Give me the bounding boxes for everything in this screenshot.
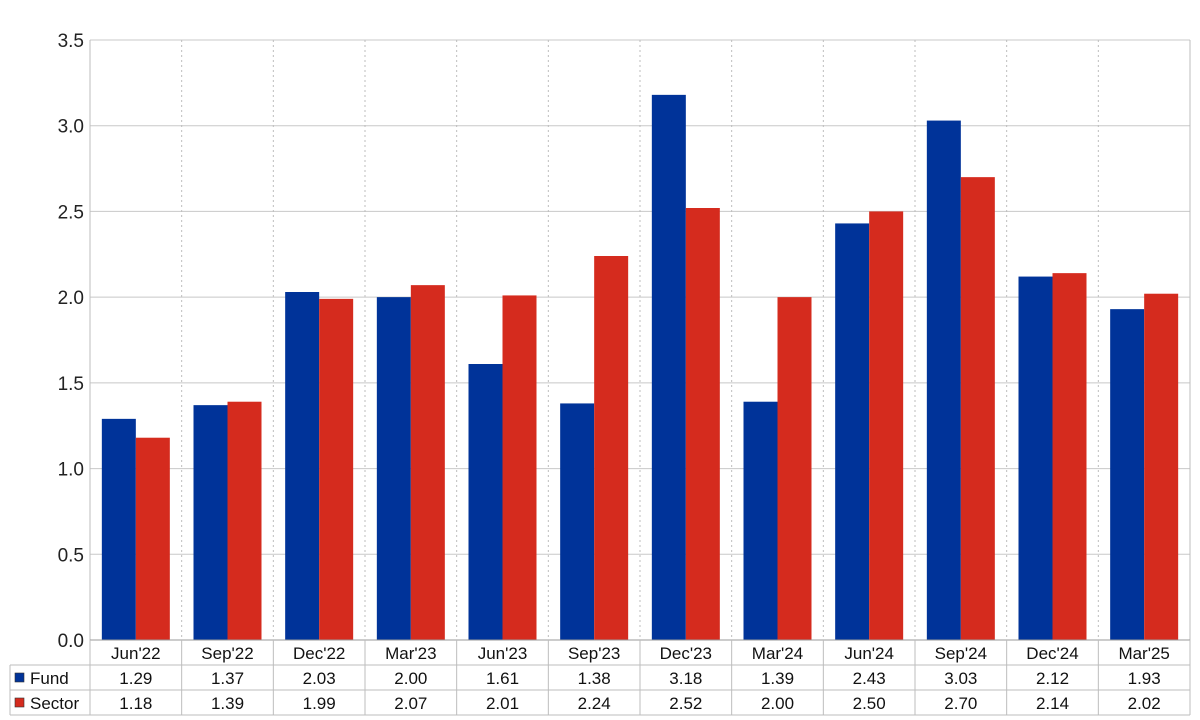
x-tick-label: Mar'23 [385,644,436,663]
bar-fund [743,401,778,640]
y-tick-label: 1.0 [58,460,84,481]
legend-swatch-fund [14,672,25,683]
bar-fund [835,223,870,640]
bar-fund [1018,276,1053,640]
x-tick-label: Jun'23 [478,644,528,663]
data-label-fund: 3.18 [669,669,702,688]
bar-sector [135,437,170,640]
bar-sector [685,208,720,640]
y-tick-label: 0.0 [58,631,84,652]
data-label-fund: 2.03 [303,669,336,688]
y-tick-label: 3.0 [58,117,84,138]
data-label-fund: 1.37 [211,669,244,688]
data-label-sector: 2.07 [394,694,427,713]
x-tick-label: Mar'24 [752,644,803,663]
bar-fund [376,297,411,640]
bar-fund [193,405,228,640]
data-label-fund: 1.38 [578,669,611,688]
y-tick-label: 3.5 [58,31,84,52]
legend-label-fund: Fund [30,669,69,688]
data-label-fund: 1.93 [1128,669,1161,688]
x-tick-label: Sep'22 [201,644,253,663]
data-label-fund: 2.43 [853,669,886,688]
y-tick-label: 2.0 [58,288,84,309]
data-label-fund: 1.61 [486,669,519,688]
bar-sector [777,297,812,640]
x-tick-label: Sep'23 [568,644,620,663]
bar-sector [1144,293,1179,640]
data-label-sector: 2.00 [761,694,794,713]
y-tick-label: 2.5 [58,202,84,223]
bar-sector [410,285,445,640]
data-label-sector: 1.99 [303,694,336,713]
bar-fund [926,120,961,641]
data-label-fund: 1.29 [119,669,152,688]
y-tick-label: 0.5 [58,545,84,566]
data-label-sector: 2.52 [669,694,702,713]
y-tick-label: 1.5 [58,374,84,395]
bar-fund [101,418,136,640]
data-label-fund: 2.00 [394,669,427,688]
x-tick-label: Jun'24 [844,644,894,663]
data-label-fund: 1.39 [761,669,794,688]
legend-swatch-sector [14,697,25,708]
data-label-sector: 1.39 [211,694,244,713]
x-tick-label: Dec'22 [293,644,345,663]
data-label-sector: 1.18 [119,694,152,713]
x-tick-label: Mar'25 [1118,644,1169,663]
data-label-sector: 2.02 [1128,694,1161,713]
x-tick-label: Jun'22 [111,644,161,663]
grid-layer [89,39,1191,641]
x-tick-label: Sep'24 [935,644,987,663]
bar-fund [468,364,503,640]
x-tick-label: Dec'24 [1026,644,1078,663]
bar-sector [319,298,354,640]
x-tick-label: Dec'23 [660,644,712,663]
bar-sector [227,401,262,640]
bar-fund [1110,309,1145,640]
bar-sector [869,211,904,640]
legend-label-sector: Sector [30,694,79,713]
bar-sector [502,295,537,640]
data-label-sector: 2.24 [578,694,611,713]
bar-sector [1052,273,1087,640]
data-label-fund: 2.12 [1036,669,1069,688]
data-label-sector: 2.50 [853,694,886,713]
data-table: Jun'22 Sep'22 Dec'22 Mar'23 Jun'23 Sep'23 Dec'… [9,640,1191,716]
bar-sector [594,256,629,640]
data-label-sector: 2.01 [486,694,519,713]
bar-layer [101,94,1179,641]
data-label-sector: 2.70 [944,694,977,713]
bar-fund [560,403,595,640]
bar-fund [285,292,320,640]
data-label-sector: 2.14 [1036,694,1069,713]
data-label-fund: 3.03 [944,669,977,688]
bar-sector [960,177,995,640]
bar-fund [651,94,686,641]
